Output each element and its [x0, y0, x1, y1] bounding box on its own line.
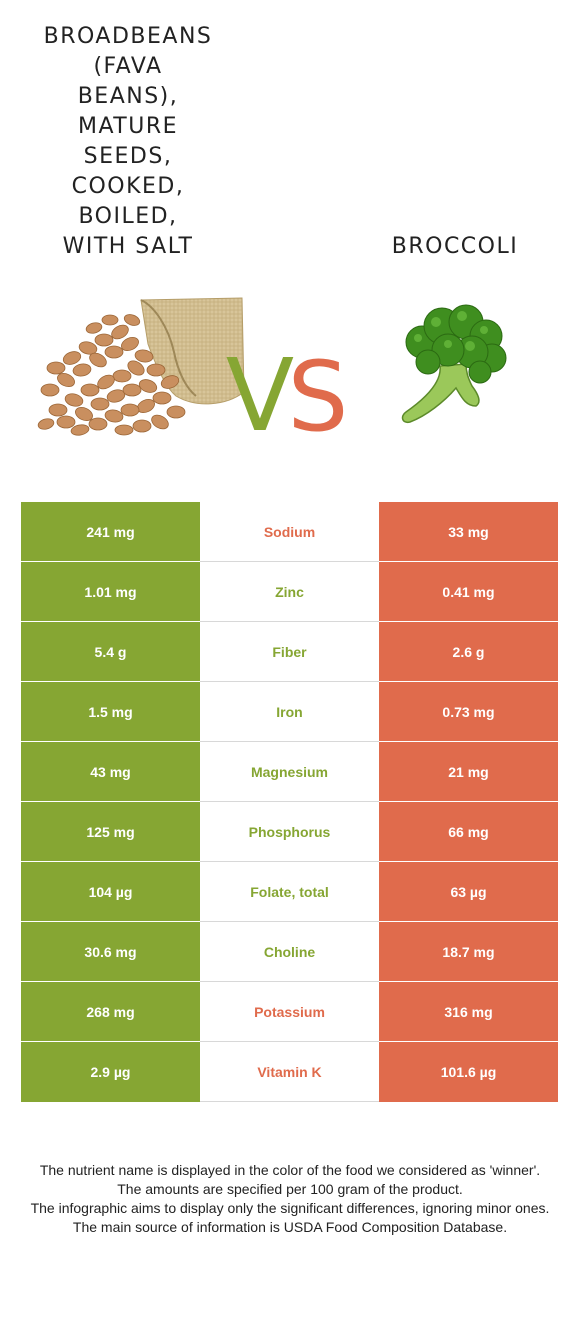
table-row: 43 mg Magnesium 21 mg — [21, 742, 558, 802]
right-food-value: 18.7 mg — [379, 922, 558, 982]
nutrient-name: Iron — [200, 682, 379, 742]
table-row: 1.5 mg Iron 0.73 mg — [21, 682, 558, 742]
left-food-value: 30.6 mg — [21, 922, 200, 982]
left-title-line: BROADBEANS — [43, 24, 213, 49]
nutrient-name: Phosphorus — [200, 802, 379, 862]
left-title-line: (FAVA — [93, 54, 163, 79]
table-row: 268 mg Potassium 316 mg — [21, 982, 558, 1042]
right-food-value: 66 mg — [379, 802, 558, 862]
right-food-value: 2.6 g — [379, 622, 558, 682]
right-food-value: 101.6 µg — [379, 1042, 558, 1102]
left-food-value: 43 mg — [21, 742, 200, 802]
broccoli-image — [401, 304, 507, 424]
right-food-value: 316 mg — [379, 982, 558, 1042]
left-food-value: 1.01 mg — [21, 562, 200, 622]
nutrient-name: Sodium — [200, 502, 379, 562]
table-row: 104 µg Folate, total 63 µg — [21, 862, 558, 922]
broadbeans-image — [37, 297, 245, 436]
left-food-title: BROADBEANS (FAVA BEANS), MATURE SEEDS, C… — [18, 22, 238, 262]
right-food-value: 0.41 mg — [379, 562, 558, 622]
left-title-line: MATURE — [77, 114, 179, 139]
footer-line: The nutrient name is displayed in the co… — [39, 1162, 541, 1178]
nutrient-name: Fiber — [200, 622, 379, 682]
left-food-value: 104 µg — [21, 862, 200, 922]
nutrient-name: Magnesium — [200, 742, 379, 802]
vs-label: V S — [226, 346, 349, 438]
nutrient-name: Folate, total — [200, 862, 379, 922]
nutrient-name: Choline — [200, 922, 379, 982]
table-row: 5.4 g Fiber 2.6 g — [21, 622, 558, 682]
left-food-value: 268 mg — [21, 982, 200, 1042]
footer-line: The main source of information is USDA F… — [72, 1219, 508, 1235]
left-food-value: 125 mg — [21, 802, 200, 862]
right-food-value: 0.73 mg — [379, 682, 558, 742]
left-food-value: 5.4 g — [21, 622, 200, 682]
nutrient-name: Potassium — [200, 982, 379, 1042]
footer-line: The amounts are specified per 100 gram o… — [117, 1181, 463, 1197]
footer-line: The infographic aims to display only the… — [30, 1200, 550, 1216]
table-row: 2.9 µg Vitamin K 101.6 µg — [21, 1042, 558, 1102]
left-title-line: WITH SALT — [62, 234, 194, 259]
left-food-value: 1.5 mg — [21, 682, 200, 742]
nutrient-comparison-table: 241 mg Sodium 33 mg 1.01 mg Zinc 0.41 mg 5.4 g… — [21, 502, 558, 1102]
right-food-value: 63 µg — [379, 862, 558, 922]
table-row: 241 mg Sodium 33 mg — [21, 502, 558, 562]
right-food-value: 33 mg — [379, 502, 558, 562]
table-row: 1.01 mg Zinc 0.41 mg — [21, 562, 558, 622]
right-food-title: BROCCOLI — [391, 234, 519, 259]
vs-s-letter: S — [288, 346, 349, 438]
left-title-line: BEANS), — [77, 84, 179, 109]
left-title-line: COOKED, — [71, 174, 185, 199]
footer-notes: The nutrient name is displayed in the co… — [20, 1161, 560, 1237]
table-row: 30.6 mg Choline 18.7 mg — [21, 922, 558, 982]
left-food-value: 241 mg — [21, 502, 200, 562]
vs-v-letter: V — [226, 346, 294, 438]
table-row: 125 mg Phosphorus 66 mg — [21, 802, 558, 862]
nutrient-name: Vitamin K — [200, 1042, 379, 1102]
left-title-line: BOILED, — [78, 204, 178, 229]
left-title-line: SEEDS, — [83, 144, 173, 169]
right-food-value: 21 mg — [379, 742, 558, 802]
left-food-value: 2.9 µg — [21, 1042, 200, 1102]
nutrient-name: Zinc — [200, 562, 379, 622]
